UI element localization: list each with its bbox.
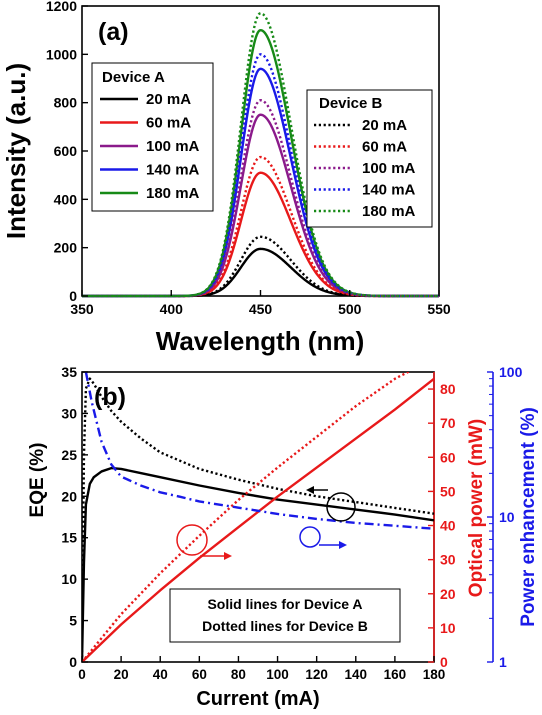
legend-b-title: Device B (319, 95, 383, 112)
eqe-tick-label: 25 (61, 447, 77, 463)
a-y-tick-label: 0 (69, 288, 77, 304)
optical-power-tick-label: 80 (440, 381, 456, 397)
legend-device-b: Device B 20 mA 60 mA 100 mA 140 mA 180 mA (306, 89, 433, 228)
optical-power-pointer-arrowhead (224, 552, 232, 560)
a-x-tick-label: 350 (70, 301, 94, 317)
a-y-tick-label: 400 (54, 191, 78, 207)
legend-b-label: 140 mA (362, 182, 416, 199)
optical-power-tick-label: 70 (440, 415, 456, 431)
legend-a-label: 180 mA (146, 185, 200, 202)
panel-a-x-axis-title: Wavelength (nm) (156, 326, 364, 356)
eqe-device-a-curve (82, 466, 434, 662)
b-x-tick-label: 140 (345, 667, 368, 682)
legend-a-items: 20 mA 60 mA 100 mA 140 mA 180 mA (100, 91, 200, 202)
legend-b-label: 20 mA (362, 117, 407, 134)
a-x-tick-label: 500 (338, 301, 362, 317)
panel-b-x-axis-title: Current (mA) (196, 688, 319, 710)
device-b-180-ma-curve (82, 12, 439, 298)
panel-a-series-group (82, 12, 439, 298)
device-b-20-ma-curve (82, 235, 439, 298)
a-x-tick-label: 450 (249, 301, 273, 317)
a-y-tick-label: 1000 (46, 46, 77, 62)
optical-power-tick-label: 30 (440, 552, 456, 568)
power-enhancement-curve (84, 372, 434, 530)
a-x-tick-label: 550 (427, 301, 451, 317)
legend-b-label: 100 mA (362, 160, 416, 177)
eqe-marker-circle (326, 492, 356, 522)
power-enhancement-tick-label: 100 (499, 364, 523, 380)
eqe-tick-label: 10 (61, 571, 77, 587)
eqe-tick-label: 30 (61, 405, 77, 421)
power-enhancement-pointer-arrowhead (339, 541, 347, 549)
legend-device-a: Device A 20 mA 60 mA 100 mA 140 mA 180 mA (91, 62, 214, 212)
a-y-tick-label: 600 (54, 143, 78, 159)
optical-power-tick-label: 10 (440, 620, 456, 636)
b-x-tick-label: 100 (266, 667, 289, 682)
legend-b-box (306, 89, 433, 228)
optical-power-device-b-curve (82, 372, 411, 662)
b-x-tick-label: 60 (192, 667, 207, 682)
optical-power-tick-label: 0 (440, 654, 448, 670)
b-x-tick-label: 0 (78, 667, 86, 682)
eqe-axis-title: EQE (%) (27, 443, 48, 518)
optical-power-tick-label: 40 (440, 518, 456, 534)
a-y-tick-label: 200 (54, 240, 78, 256)
power-enhancement-tick-label: 1 (499, 654, 507, 670)
legend-b-label: 180 mA (362, 203, 416, 220)
legend-a-title: Device A (102, 69, 165, 86)
eqe-tick-label: 35 (61, 364, 77, 380)
legend-a-label: 140 mA (146, 162, 200, 179)
eqe-tick-label: 20 (61, 488, 77, 504)
legend-a-label: 100 mA (146, 138, 200, 155)
legend-b-label: 60 mA (362, 139, 407, 156)
eqe-pointer-annotation (306, 486, 356, 522)
optical-power-pointer-annotation (176, 524, 232, 560)
panel-a-y-axis-title: Intensity (a.u.) (1, 63, 31, 239)
b-x-tick-label: 120 (305, 667, 328, 682)
power-enhancement-tick-label: 10 (499, 509, 515, 525)
b-x-tick-label: 80 (231, 667, 246, 682)
device-line-style-note: Solid lines for Device A Dotted lines fo… (169, 588, 401, 643)
power-enhancement-axis-title: Power enhancement (%) (518, 407, 539, 627)
optical-power-marker-circle (176, 524, 208, 556)
optical-power-tick-label: 20 (440, 586, 456, 602)
eqe-pointer-arrowhead (306, 486, 314, 494)
eqe-tick-label: 15 (61, 530, 77, 546)
b-x-tick-label: 40 (153, 667, 168, 682)
legend-b-items: 20 mA 60 mA 100 mA 140 mA 180 mA (314, 117, 416, 220)
legend-a-box (91, 62, 214, 212)
panel-a-ticks-group: 350 400 450 500 550 0 200 400 600 800 1000 1200 (46, 0, 451, 317)
b-x-tick-label: 160 (384, 667, 407, 682)
a-y-tick-label: 1200 (46, 0, 77, 14)
legend-a-label: 60 mA (146, 115, 191, 132)
eqe-tick-label: 0 (69, 654, 77, 670)
a-y-tick-label: 800 (54, 95, 78, 111)
optical-power-axis-title: Optical power (mW) (466, 419, 487, 597)
panel-a: 350 400 450 500 550 0 200 400 600 800 1000 1200 (a)… (1, 0, 451, 356)
b-x-tick-label: 20 (114, 667, 129, 682)
note-line-1: Solid lines for Device A (207, 596, 362, 612)
power-enhancement-pointer-annotation (299, 526, 347, 549)
panel-b: 0 20 40 60 80 100 120 140 160 1800510152025303501… (27, 364, 539, 710)
legend-a-label: 20 mA (146, 91, 191, 108)
a-x-tick-label: 400 (160, 301, 184, 317)
eqe-tick-label: 5 (69, 613, 77, 629)
b-x-tick-label: 180 (423, 667, 446, 682)
panel-b-ticks-group: 0 20 40 60 80 100 120 140 160 1800510152025303501… (61, 364, 522, 682)
device-a-20-ma-curve (82, 247, 439, 298)
note-line-2: Dotted lines for Device B (202, 618, 368, 634)
panel-a-label: (a) (98, 18, 129, 46)
note-box (169, 588, 401, 643)
optical-power-tick-label: 60 (440, 449, 456, 465)
panel-b-label: (b) (94, 383, 126, 411)
optical-power-tick-label: 50 (440, 483, 456, 499)
power-enhancement-marker-circle (299, 526, 321, 548)
